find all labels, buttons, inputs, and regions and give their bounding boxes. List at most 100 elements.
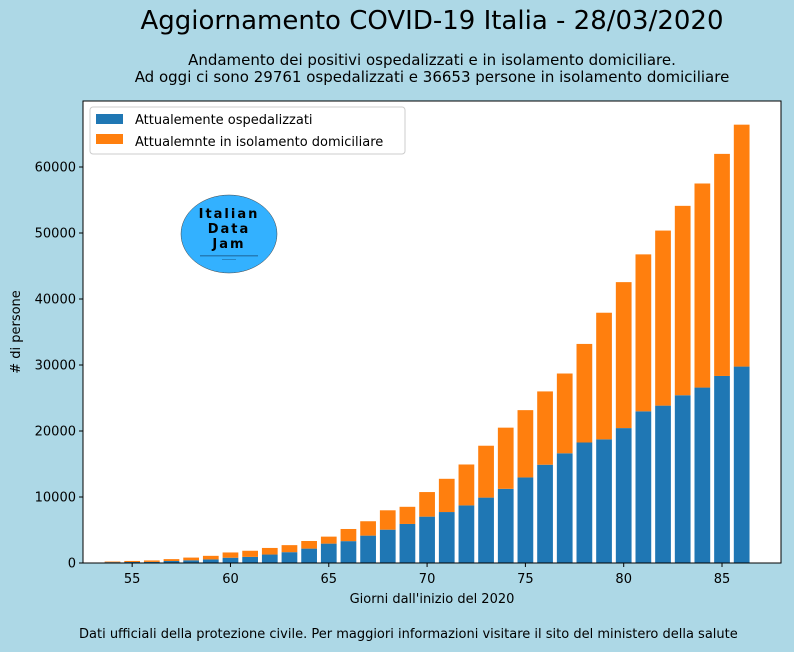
bar-isolamento-domiciliare <box>261 547 278 555</box>
footer-note: Dati ufficiali della protezione civile. … <box>79 627 738 642</box>
bar-ospedalizzati <box>242 556 258 563</box>
bar-ospedalizzati <box>694 387 711 563</box>
bar-isolamento-domiciliare <box>556 373 573 454</box>
bar-ospedalizzati <box>714 375 730 563</box>
bar-isolamento-domiciliare <box>104 561 121 563</box>
y-tick-label: 60000 <box>35 161 76 176</box>
bar-isolamento-domiciliare <box>497 427 514 489</box>
y-tick-label: 40000 <box>35 293 76 308</box>
logo-tagline-mark-2 <box>222 259 236 260</box>
plot-frame <box>82 100 782 564</box>
bar-ospedalizzati <box>537 464 553 563</box>
bar-isolamento-domiciliare <box>458 464 475 506</box>
bar-ospedalizzati <box>301 548 317 563</box>
y-tick-label: 0 <box>68 557 76 572</box>
bar-ospedalizzati <box>478 497 494 563</box>
bar-isolamento-domiciliare <box>340 528 357 542</box>
x-tick-label: 60 <box>222 572 239 587</box>
bar-ospedalizzati <box>596 439 612 563</box>
bar-ospedalizzati <box>438 512 455 563</box>
bar-isolamento-domiciliare <box>320 536 337 544</box>
bar-ospedalizzati <box>497 488 514 563</box>
bar-isolamento-domiciliare <box>655 230 671 406</box>
bar-ospedalizzati <box>281 552 298 563</box>
bar-isolamento-domiciliare <box>124 560 141 563</box>
bar-isolamento-domiciliare <box>674 205 691 396</box>
bar-ospedalizzati <box>615 428 632 563</box>
legend-box <box>89 106 406 155</box>
logo-text-line3: Jam <box>211 237 245 252</box>
y-tick-label: 30000 <box>35 359 76 374</box>
bar-ospedalizzati <box>655 405 671 563</box>
legend-swatch-series2 <box>96 134 123 144</box>
bar-ospedalizzati <box>222 557 239 563</box>
x-tick-label: 70 <box>419 572 436 587</box>
legend: Attualemente ospedalizzati Attualemnte i… <box>89 106 406 155</box>
bar-isolamento-domiciliare <box>242 550 258 557</box>
bar-isolamento-domiciliare <box>281 545 298 553</box>
logo-tagline-mark <box>200 255 258 257</box>
bar-isolamento-domiciliare <box>202 555 219 560</box>
bar-ospedalizzati <box>458 505 475 563</box>
bar-ospedalizzati <box>635 411 652 563</box>
bar-ospedalizzati <box>733 366 750 563</box>
logo: Italian Data Jam <box>180 194 278 274</box>
bar-ospedalizzati <box>360 535 376 563</box>
bar-isolamento-domiciliare <box>163 559 180 561</box>
x-tick-label: 65 <box>321 572 338 587</box>
bar-isolamento-domiciliare <box>438 478 455 513</box>
bar-isolamento-domiciliare <box>576 343 593 443</box>
bar-ospedalizzati <box>379 529 396 563</box>
bar-ospedalizzati <box>576 442 593 563</box>
bar-ospedalizzati <box>399 523 416 563</box>
x-tick-label: 55 <box>124 572 141 587</box>
bars-group <box>104 124 750 563</box>
y-tick-label: 10000 <box>35 491 76 506</box>
bar-ospedalizzati <box>143 561 160 563</box>
bar-isolamento-domiciliare <box>635 254 652 412</box>
chart-subtitle-line1: Andamento dei positivi ospedalizzati e i… <box>188 51 676 69</box>
bar-ospedalizzati <box>320 543 337 563</box>
bar-isolamento-domiciliare <box>733 124 750 367</box>
bar-ospedalizzati <box>183 560 200 563</box>
logo-badge <box>180 194 278 274</box>
x-tick-label: 85 <box>714 572 731 587</box>
bar-ospedalizzati <box>674 395 691 563</box>
x-tick-label: 75 <box>517 572 534 587</box>
bar-ospedalizzati <box>202 559 219 563</box>
bar-isolamento-domiciliare <box>714 153 730 376</box>
bar-ospedalizzati <box>340 541 357 563</box>
bar-isolamento-domiciliare <box>360 521 376 536</box>
y-axis-label: # di persone <box>9 290 24 374</box>
x-axis-label: Giorni dall'inizio del 2020 <box>350 592 515 607</box>
bar-isolamento-domiciliare <box>615 282 632 429</box>
bar-isolamento-domiciliare <box>478 445 494 498</box>
bar-isolamento-domiciliare <box>537 391 553 465</box>
bar-isolamento-domiciliare <box>379 510 396 530</box>
logo-text-line2: Data <box>208 222 251 237</box>
bar-ospedalizzati <box>261 554 278 563</box>
bar-isolamento-domiciliare <box>596 312 612 440</box>
bar-ospedalizzati <box>163 560 180 563</box>
axes-group: 55 60 65 70 75 80 85 0 10000 20000 30000 40000 50000… <box>35 161 731 588</box>
bar-isolamento-domiciliare <box>222 552 239 558</box>
bar-isolamento-domiciliare <box>301 540 317 549</box>
bar-ospedalizzati <box>556 453 573 563</box>
bar-isolamento-domiciliare <box>143 560 160 562</box>
bar-isolamento-domiciliare <box>694 183 711 388</box>
y-tick-label: 20000 <box>35 425 76 440</box>
legend-swatch-series1 <box>96 114 123 124</box>
legend-label-series1: Attualemente ospedalizzati <box>135 113 313 128</box>
logo-text-line1: Italian <box>199 207 260 222</box>
bar-ospedalizzati <box>517 477 534 563</box>
bar-isolamento-domiciliare <box>517 410 534 478</box>
chart-subtitle-line2: Ad oggi ci sono 29761 ospedalizzati e 36… <box>134 68 730 86</box>
bar-isolamento-domiciliare <box>183 557 200 561</box>
chart-title: Aggiornamento COVID-19 Italia - 28/03/20… <box>140 6 724 36</box>
y-tick-label: 50000 <box>35 227 76 242</box>
bar-isolamento-domiciliare <box>399 506 416 524</box>
bar-isolamento-domiciliare <box>419 492 435 517</box>
legend-label-series2: Attualemnte in isolamento domiciliare <box>135 135 383 150</box>
bar-ospedalizzati <box>419 516 435 563</box>
